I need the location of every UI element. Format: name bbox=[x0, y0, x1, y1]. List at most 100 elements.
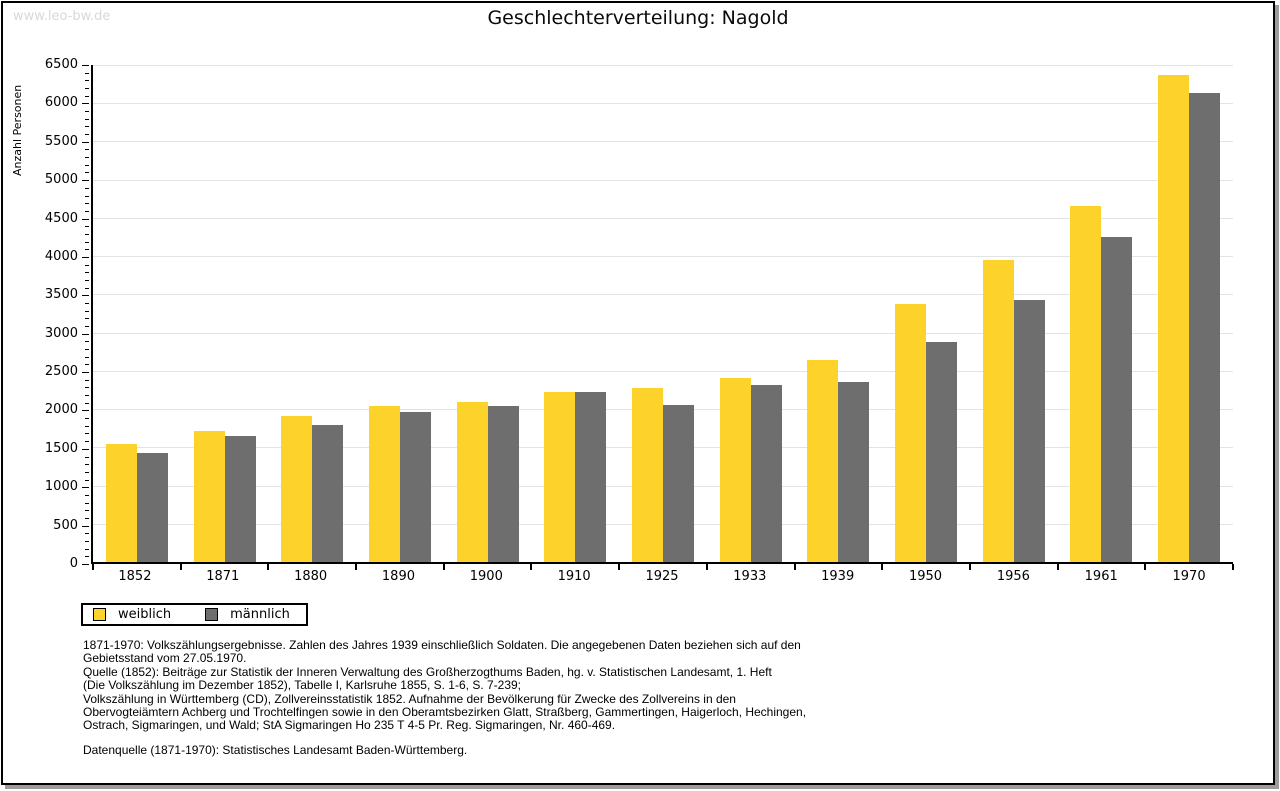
y-tick-label-1000: 1000 bbox=[44, 479, 78, 495]
bar-weiblich-1852 bbox=[105, 443, 137, 562]
legend-label: weiblich bbox=[118, 607, 172, 622]
x-boundary-tick-2 bbox=[267, 564, 270, 570]
bar-weiblich-1880 bbox=[281, 415, 313, 562]
y-tick-label-4500: 4500 bbox=[44, 210, 78, 226]
gridline-4000 bbox=[93, 256, 1233, 258]
y-axis-title: Anzahl Personen bbox=[11, 84, 24, 176]
y-minor-tick-1800 bbox=[85, 425, 89, 427]
x-axis-label-1871: 1871 bbox=[206, 569, 240, 584]
x-boundary-tick-7 bbox=[705, 564, 708, 570]
y-minor-tick-2700 bbox=[85, 356, 89, 358]
bar-maennlich-1925 bbox=[662, 404, 694, 562]
y-minor-tick-4400 bbox=[85, 226, 89, 228]
y-minor-tick-1100 bbox=[85, 479, 89, 481]
watermark: www.leo-bw.de bbox=[13, 9, 111, 24]
bar-weiblich-1910 bbox=[544, 391, 576, 562]
y-major-tick-4500 bbox=[82, 218, 89, 220]
y-minor-tick-700 bbox=[85, 510, 89, 512]
y-tick-label-4000: 4000 bbox=[44, 248, 78, 264]
bar-group-1852 bbox=[93, 65, 181, 562]
x-axis-label-1950: 1950 bbox=[908, 569, 943, 584]
bar-group-1939 bbox=[795, 65, 883, 562]
x-axis-label-1910: 1910 bbox=[557, 569, 591, 584]
y-minor-tick-5900 bbox=[85, 111, 89, 113]
x-boundary-tick-1 bbox=[179, 564, 182, 570]
y-minor-tick-6400 bbox=[85, 72, 89, 74]
footnote-block-2: Datenquelle (1871-1970): Statistisches L… bbox=[83, 743, 468, 757]
bar-maennlich-1852 bbox=[136, 453, 168, 562]
bar-maennlich-1871 bbox=[224, 435, 256, 562]
y-major-tick-3000 bbox=[82, 333, 89, 335]
gridline-3000 bbox=[93, 332, 1233, 334]
y-minor-tick-5200 bbox=[85, 164, 89, 166]
y-minor-tick-3700 bbox=[85, 279, 89, 281]
bar-maennlich-1961 bbox=[1101, 237, 1133, 562]
y-minor-tick-2400 bbox=[85, 379, 89, 381]
y-minor-tick-5300 bbox=[85, 157, 89, 159]
x-boundary-tick-5 bbox=[530, 564, 533, 570]
bar-weiblich-1956 bbox=[982, 259, 1014, 562]
y-minor-tick-6300 bbox=[85, 80, 89, 82]
bar-group-1910 bbox=[531, 65, 619, 562]
y-minor-tick-5600 bbox=[85, 134, 89, 136]
y-tick-label-0: 0 bbox=[69, 556, 78, 571]
y-minor-tick-4900 bbox=[85, 187, 89, 189]
bar-groups bbox=[93, 65, 1233, 562]
y-minor-tick-6200 bbox=[85, 88, 89, 90]
x-axis-labels: 1852 1871 1880 1890 1900 1910 1925 1933 1939 1950… bbox=[91, 569, 1233, 584]
plot-area bbox=[91, 65, 1234, 570]
y-major-tick-4000 bbox=[82, 256, 89, 258]
y-minor-tick-5100 bbox=[85, 172, 89, 174]
bar-group-1933 bbox=[707, 65, 795, 562]
y-tick-label-2500: 2500 bbox=[44, 364, 78, 380]
y-tick-label-1500: 1500 bbox=[44, 440, 78, 456]
x-axis-label-1925: 1925 bbox=[645, 569, 679, 584]
bar-weiblich-1871 bbox=[193, 430, 225, 562]
y-minor-tick-1300 bbox=[85, 464, 89, 466]
gridline-5000 bbox=[93, 179, 1233, 181]
gridline-6500 bbox=[93, 65, 1233, 66]
bar-weiblich-1890 bbox=[368, 406, 400, 562]
x-boundary-tick-3 bbox=[355, 564, 358, 570]
bar-maennlich-1970 bbox=[1189, 92, 1221, 562]
gridline-4500 bbox=[93, 217, 1233, 219]
bar-weiblich-1900 bbox=[456, 402, 488, 562]
x-axis-label-1890: 1890 bbox=[381, 569, 415, 584]
bar-group-1956 bbox=[970, 65, 1058, 562]
y-tick-label-3500: 3500 bbox=[44, 287, 78, 303]
y-minor-tick-800 bbox=[85, 502, 89, 504]
y-major-tick-5000 bbox=[82, 180, 89, 182]
x-boundary-tick-13 bbox=[1232, 564, 1234, 570]
bar-group-1970 bbox=[1145, 65, 1233, 562]
y-minor-tick-4200 bbox=[85, 241, 89, 243]
y-minor-tick-3600 bbox=[85, 287, 89, 289]
x-axis-label-1900: 1900 bbox=[469, 569, 503, 584]
gridline-2500 bbox=[93, 370, 1233, 372]
y-minor-tick-900 bbox=[85, 494, 89, 496]
y-minor-tick-5400 bbox=[85, 149, 89, 151]
y-minor-tick-2800 bbox=[85, 349, 89, 351]
legend: weiblich männlich bbox=[81, 603, 308, 626]
footnote-block-1: 1871-1970: Volkszählungsergebnisse. Zahl… bbox=[83, 638, 807, 733]
legend-swatch-weiblich bbox=[93, 608, 106, 621]
bar-weiblich-1961 bbox=[1070, 206, 1102, 562]
y-minor-tick-4300 bbox=[85, 233, 89, 235]
x-boundary-tick-0 bbox=[92, 564, 94, 570]
gridline-3500 bbox=[93, 294, 1233, 296]
y-minor-tick-3800 bbox=[85, 272, 89, 274]
y-minor-tick-2100 bbox=[85, 402, 89, 404]
y-major-tick-0 bbox=[82, 564, 89, 565]
bar-maennlich-1933 bbox=[750, 384, 782, 562]
y-minor-tick-3300 bbox=[85, 310, 89, 312]
y-minor-tick-4600 bbox=[85, 210, 89, 212]
y-major-tick-2000 bbox=[82, 410, 89, 412]
bar-weiblich-1939 bbox=[807, 360, 839, 562]
chart-title: Geschlechterverteilung: Nagold bbox=[487, 7, 789, 29]
x-axis-label-1961: 1961 bbox=[1084, 569, 1118, 584]
y-major-tick-1000 bbox=[82, 487, 89, 489]
y-minor-tick-1600 bbox=[85, 441, 89, 443]
y-minor-tick-3100 bbox=[85, 326, 89, 327]
y-major-tick-6000 bbox=[82, 103, 89, 105]
bar-group-1880 bbox=[268, 65, 356, 562]
y-minor-tick-2200 bbox=[85, 395, 89, 397]
